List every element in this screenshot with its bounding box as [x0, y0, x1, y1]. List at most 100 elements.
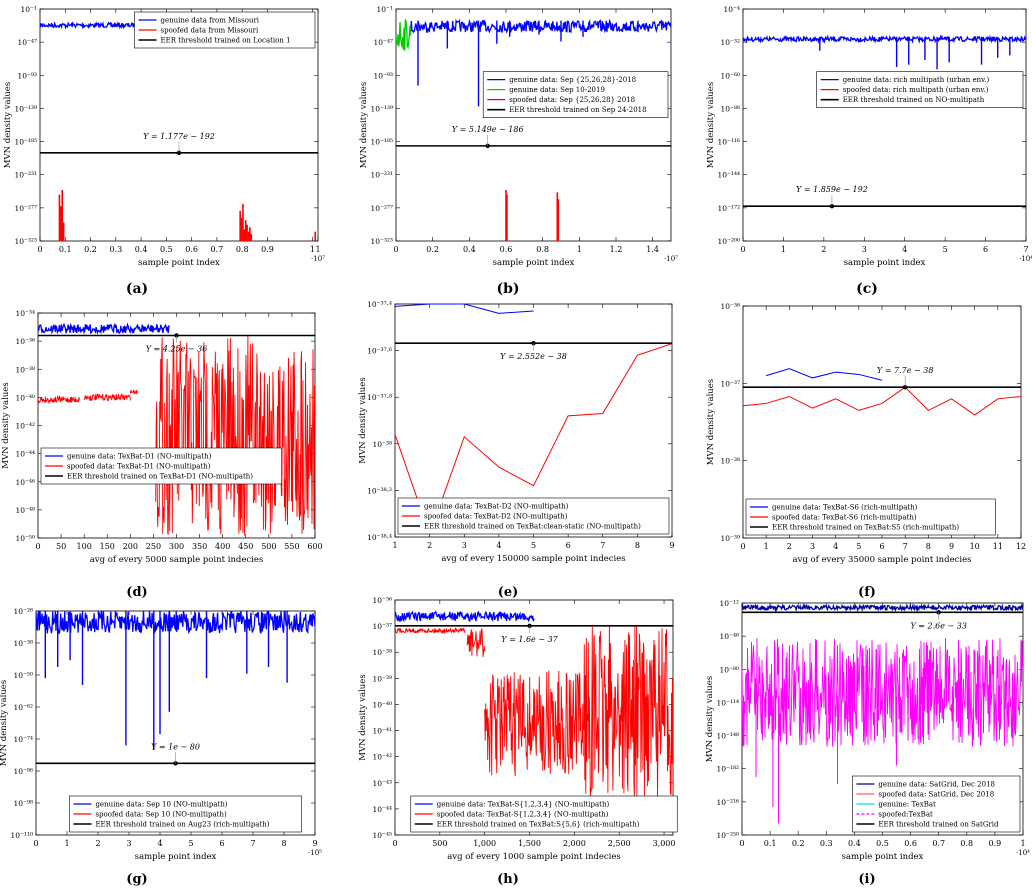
y-tick-label: 10⁻³⁹: [372, 674, 392, 683]
legend-label: spoofed data: SatGrid, Dec 2018: [878, 791, 994, 799]
plot-frame: [742, 8, 1027, 242]
caption-d: (d): [126, 585, 147, 600]
x-tick-label: 0: [740, 245, 745, 254]
legend-label: EER threshold trained on TexBat:S5 (rich…: [772, 524, 959, 532]
x-tick-label: 2: [787, 542, 792, 551]
x-tick-label: 350: [192, 542, 207, 551]
x-exponent: ·10⁷: [664, 255, 678, 263]
y-tick-label: 10⁻³⁶: [720, 302, 740, 311]
x-tick-label: 1.4: [646, 245, 659, 254]
x-exponent: ·10⁴: [1019, 255, 1032, 263]
x-tick-label: 10: [970, 542, 980, 551]
legend-label: spoofed:TexBat: [878, 811, 933, 819]
x-tick-label: 5: [531, 541, 536, 550]
x-tick-label: 500: [261, 542, 276, 551]
x-tick-label: 0.6: [500, 245, 513, 254]
y-axis-label: MVN density values: [705, 676, 715, 762]
x-tick-label: 0: [393, 245, 398, 254]
legend: genuine data: TexBat-S6 (rich-multipath)…: [745, 498, 996, 536]
y-tick-label: 10⁻⁵⁰: [15, 534, 35, 543]
chart-h: 10⁻³⁶ 10⁻³⁷ 10⁻³⁸ 10⁻³⁹ 10⁻⁴⁰ 10⁻⁴¹ 10⁻⁴² 10⁻⁴³…: [358, 596, 678, 887]
legend-box: [40, 447, 282, 485]
x-tick-label: 0: [33, 839, 38, 848]
y-tick-label: 10⁻³⁸: [720, 457, 740, 466]
y-tick-label: 10⁻⁴²: [15, 422, 35, 431]
x-exponent: ·10⁷: [311, 255, 325, 263]
y-tick-label: 10⁻⁴⁶: [15, 478, 35, 487]
x-axis-label: avg of every 1000 sample point indecies: [447, 852, 621, 862]
y-tick-label: 10⁻²⁰⁰: [717, 237, 740, 246]
y-tick-label: 10⁻¹⁴⁸: [716, 732, 739, 741]
y-tick-label: 10⁻¹³⁹: [14, 104, 37, 113]
chart-a: 10⁻¹10⁻⁴⁷10⁻⁹³10⁻¹³⁹10⁻¹⁸⁵10⁻²³¹10⁻²⁷⁷10…: [3, 5, 325, 268]
y-tick-label: 10⁻³²³: [14, 237, 37, 246]
x-tick-label: 2: [95, 839, 100, 848]
legend-label: EER threshold trained on Sep 24-2018: [509, 106, 646, 114]
x-tick-label: 100: [77, 542, 92, 551]
x-tick-label: 7: [903, 542, 908, 551]
x-tick-label: 4: [157, 839, 162, 848]
x-tick-label: 8: [281, 839, 286, 848]
y-axis-label: MVN density values: [3, 82, 13, 168]
legend-label: genuine data: TexBat-D1 (NO-multipath): [67, 453, 212, 461]
x-tick-label: 0.5: [876, 839, 889, 848]
x-tick-label: 8: [635, 541, 640, 550]
caption-b: (b): [496, 281, 520, 297]
x-tick-label: 7: [250, 839, 255, 848]
x-tick-label: 9: [312, 839, 317, 848]
y-tick-label: 10⁻³⁴: [15, 309, 35, 318]
series-spoofed-data-texbat-s6-rich-multipath-: [743, 386, 1021, 416]
y-tick-label: 10⁻⁴²: [372, 753, 392, 762]
y-tick-label: 10⁻³⁷: [720, 379, 740, 388]
plot-frame: [39, 8, 319, 242]
x-axis-label: sample point index: [493, 258, 575, 268]
caption-a: (a): [125, 281, 149, 297]
x-tick-label: 400: [215, 542, 230, 551]
y-tick-label: 10⁻⁴⁶: [719, 632, 739, 641]
y-tick-label: 10⁻⁴⁷: [17, 38, 37, 47]
series-line: [36, 611, 315, 635]
x-tick-label: 0.5: [160, 245, 173, 254]
x-tick-label: 0.4: [848, 839, 861, 848]
series-line: [743, 34, 1026, 45]
plot-frame: [35, 610, 316, 836]
series-genuine-data-sep-10-no-multipath-: [36, 611, 315, 750]
x-tick-label: 0.7: [932, 839, 945, 848]
legend-label: genuine data: SatGrid, Dec 2018: [878, 781, 995, 789]
y-tick-label: 10⁻⁹³: [17, 71, 37, 80]
legend-label: spoofed data: TexBat-D2 (NO-multipath): [424, 513, 568, 521]
x-tick-label: 0.3: [820, 839, 833, 848]
plot-area: [743, 34, 1026, 70]
x-axis-label: avg of every 5000 sample point indecies: [90, 555, 264, 565]
chart-c: 10⁻⁴ 10⁻³² 10⁻⁶⁰ 10⁻⁸⁸ 10⁻¹¹⁶ 10⁻¹⁴⁴ 10⁻¹⁷² 10⁻…: [706, 5, 1032, 268]
y-tick-label: 10⁻¹⁴⁴: [717, 171, 740, 180]
x-tick-label: 3,000: [653, 839, 676, 848]
x-tick-label: 150: [100, 542, 115, 551]
x-axis-label: sample point index: [138, 258, 220, 268]
x-tick-label: 1: [315, 245, 320, 254]
x-tick-label: 0.7: [211, 245, 224, 254]
x-tick-label: 6: [219, 839, 224, 848]
series-genuine-data-sep-10-2019: [396, 19, 412, 51]
series-segment: [129, 389, 138, 395]
legend-label: EER threshold trained on TexBat-D1 (NO-m…: [67, 473, 253, 481]
series-line: [395, 610, 535, 623]
series-segment: [38, 394, 80, 405]
y-tick-label: 10⁻²³¹: [14, 171, 37, 180]
series-segment: [466, 628, 486, 658]
x-tick-label: 0.2: [792, 839, 805, 848]
series-line: [766, 368, 883, 381]
y-tick-label: 10⁻⁴⁷: [373, 38, 393, 47]
x-tick-label: 0.9: [989, 839, 1002, 848]
y-tick-label: 10⁻¹⁷²: [717, 204, 740, 213]
y-tick-label: 10⁻¹¹⁰: [10, 831, 33, 840]
x-tick-label: 4: [496, 541, 501, 550]
x-tick-label: 4: [902, 245, 907, 254]
y-tick-label: 10⁻⁹⁸: [13, 799, 33, 808]
y-tick-label: 10⁻¹: [376, 5, 393, 14]
x-tick-label: 6: [879, 542, 884, 551]
legend-box: [852, 775, 1021, 833]
plot-area: [396, 18, 671, 241]
legend-label: genuine data: TexBat-D2 (NO-multipath): [424, 503, 569, 511]
